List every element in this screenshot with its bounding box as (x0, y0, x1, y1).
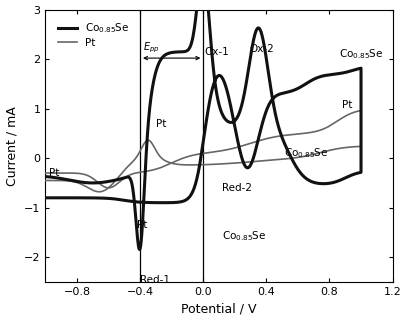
Y-axis label: Current / mA: Current / mA (6, 106, 19, 186)
Text: $E_{pp}$: $E_{pp}$ (143, 41, 160, 55)
Text: Pt: Pt (137, 220, 147, 230)
Text: Red-2: Red-2 (222, 183, 252, 193)
Text: Co$_{0.85}$Se: Co$_{0.85}$Se (284, 146, 328, 160)
Text: Ox-2: Ox-2 (249, 44, 274, 54)
Text: Pt: Pt (156, 119, 166, 129)
Text: Red-1: Red-1 (140, 274, 170, 285)
Text: Co$_{0.85}$Se: Co$_{0.85}$Se (339, 47, 383, 61)
X-axis label: Potential / V: Potential / V (181, 302, 257, 316)
Text: Pt: Pt (48, 168, 59, 178)
Legend: Co$_{0.85}$Se, Pt: Co$_{0.85}$Se, Pt (54, 17, 134, 52)
Text: Ox-1: Ox-1 (205, 47, 230, 56)
Text: Co$_{0.85}$Se: Co$_{0.85}$Se (222, 230, 267, 243)
Text: Pt: Pt (342, 100, 352, 110)
